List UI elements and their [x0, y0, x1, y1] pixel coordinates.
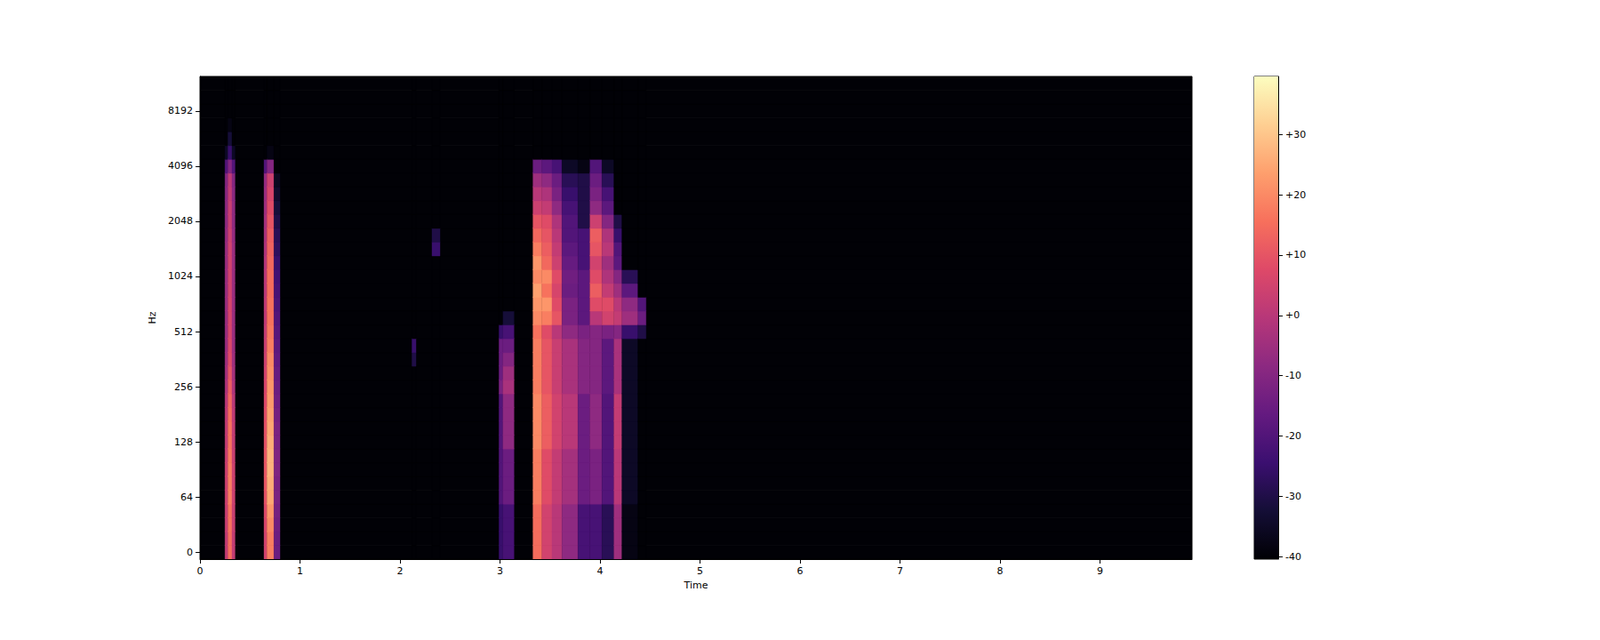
- svg-text:-30: -30: [1285, 490, 1302, 503]
- svg-text:+20: +20: [1285, 189, 1306, 201]
- svg-text:5: 5: [696, 565, 704, 577]
- svg-text:0: 0: [197, 565, 204, 577]
- svg-text:+30: +30: [1285, 128, 1306, 141]
- svg-text:4096: 4096: [168, 160, 193, 172]
- svg-text:-40: -40: [1285, 551, 1302, 563]
- svg-text:8: 8: [997, 565, 1004, 577]
- svg-text:3: 3: [496, 565, 504, 577]
- svg-text:-10: -10: [1285, 369, 1302, 382]
- svg-text:1024: 1024: [168, 270, 193, 282]
- svg-text:64: 64: [180, 491, 193, 504]
- svg-text:2: 2: [397, 565, 404, 577]
- svg-text:512: 512: [174, 326, 193, 338]
- svg-text:128: 128: [174, 436, 193, 448]
- svg-text:2048: 2048: [168, 215, 193, 227]
- svg-text:4: 4: [597, 565, 604, 577]
- svg-text:256: 256: [174, 381, 193, 393]
- svg-text:-20: -20: [1285, 430, 1302, 442]
- svg-text:0: 0: [186, 546, 193, 559]
- svg-text:Time: Time: [683, 579, 709, 592]
- svg-text:1: 1: [296, 565, 304, 577]
- svg-text:8192: 8192: [168, 104, 193, 117]
- svg-text:Hz: Hz: [146, 311, 159, 324]
- svg-text:+10: +10: [1285, 248, 1306, 261]
- svg-text:9: 9: [1096, 565, 1104, 577]
- svg-text:+0: +0: [1285, 309, 1300, 321]
- svg-text:7: 7: [896, 565, 904, 577]
- svg-text:6: 6: [797, 565, 804, 577]
